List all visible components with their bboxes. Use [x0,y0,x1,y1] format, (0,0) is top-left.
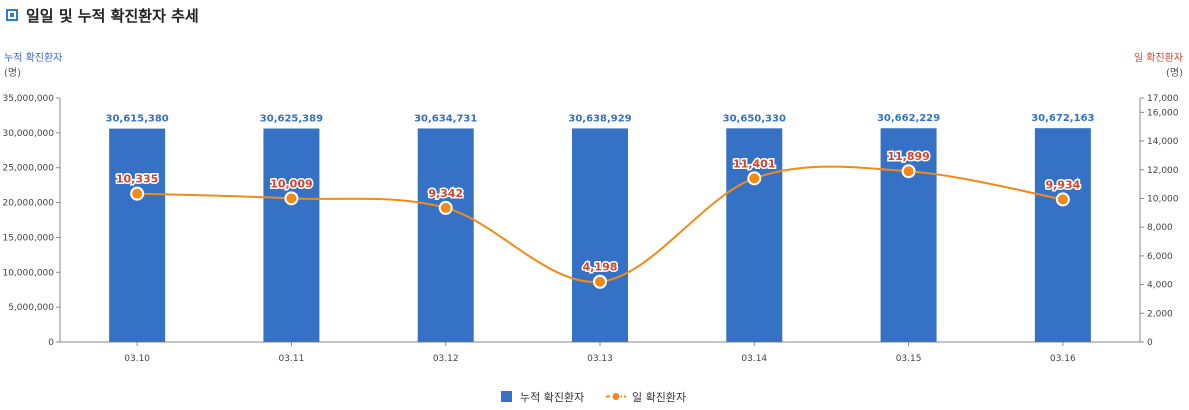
right-tick-label: 4,000 [1147,281,1173,291]
legend-bar-swatch [501,391,512,402]
bar [726,128,783,342]
chart-title: 일일 및 누적 확진환자 추세 [26,6,199,25]
chart-title-wrap: 일일 및 누적 확진환자 추세 [6,4,199,26]
right-tick-label: 2,000 [1147,309,1173,319]
line-point [901,164,916,179]
line-data-label: 9,934 [1045,178,1080,191]
x-tick-label: 03.10 [124,354,150,364]
x-tick-label: 03.16 [1050,354,1076,364]
right-tick-label: 17,000 [1147,94,1179,104]
line-point [284,191,299,206]
line-point [747,171,762,186]
bar [109,128,166,342]
line-point [130,186,145,201]
bar-data-label: 30,650,330 [723,113,786,124]
square-bullet-icon [6,9,18,21]
x-tick-label: 03.14 [741,354,767,364]
x-tick-label: 03.11 [279,354,305,364]
left-tick-label: 10,000,000 [2,268,54,278]
legend-bar-label: 누적 확진환자 [520,391,584,404]
left-tick-label: 20,000,000 [2,199,54,209]
bar [263,128,320,342]
right-tick-label: 0 [1147,338,1153,348]
left-axis-unit: (명) [4,67,21,79]
right-tick-label: 10,000 [1147,194,1179,204]
line-data-label: 11,401 [733,157,775,170]
bar-data-label: 30,625,389 [260,113,323,124]
x-tick-label: 03.15 [896,354,922,364]
line-data-label: 9,342 [428,187,463,200]
legend-line-label: 일 확진환자 [632,390,686,404]
line-data-label: 4,198 [583,261,618,274]
left-tick-label: 35,000,000 [2,94,54,104]
left-axis-title: 누적 확진환자 [4,52,62,64]
line-data-label: 11,899 [887,150,929,163]
line-point [1055,192,1070,207]
line-point [438,200,453,215]
line-data-label: 10,009 [270,177,312,190]
left-tick-label: 15,000,000 [2,233,54,243]
right-tick-label: 12,000 [1147,166,1179,176]
legend: 누적 확진환자 일 확진환자 [501,390,686,404]
right-tick-label: 8,000 [1147,223,1173,233]
right-tick-label: 6,000 [1147,252,1173,262]
right-axis-unit: (명) [1166,67,1183,79]
right-tick-label: 16,000 [1147,108,1179,118]
bar [417,128,474,342]
bar-data-label: 30,615,380 [106,114,169,125]
line-point [593,274,607,289]
line-data-label: 10,335 [116,173,158,186]
bar-data-label: 30,672,163 [1031,113,1094,124]
left-tick-label: 5,000,000 [8,303,54,313]
bar [1034,128,1091,342]
bar [880,128,937,342]
x-tick-label: 03.13 [587,354,613,364]
legend-line-marker [611,392,621,401]
left-tick-label: 25,000,000 [2,164,54,174]
right-tick-label: 14,000 [1147,137,1179,147]
x-tick-label: 03.12 [433,354,459,364]
bar-data-label: 30,662,229 [877,113,940,124]
bar [572,128,628,342]
bar-data-label: 30,634,731 [414,113,477,124]
left-tick-label: 0 [48,338,54,348]
left-tick-label: 30,000,000 [2,129,54,139]
right-axis-title: 일 확진환자 [1134,52,1183,64]
bar-data-label: 30,638,929 [568,113,631,124]
